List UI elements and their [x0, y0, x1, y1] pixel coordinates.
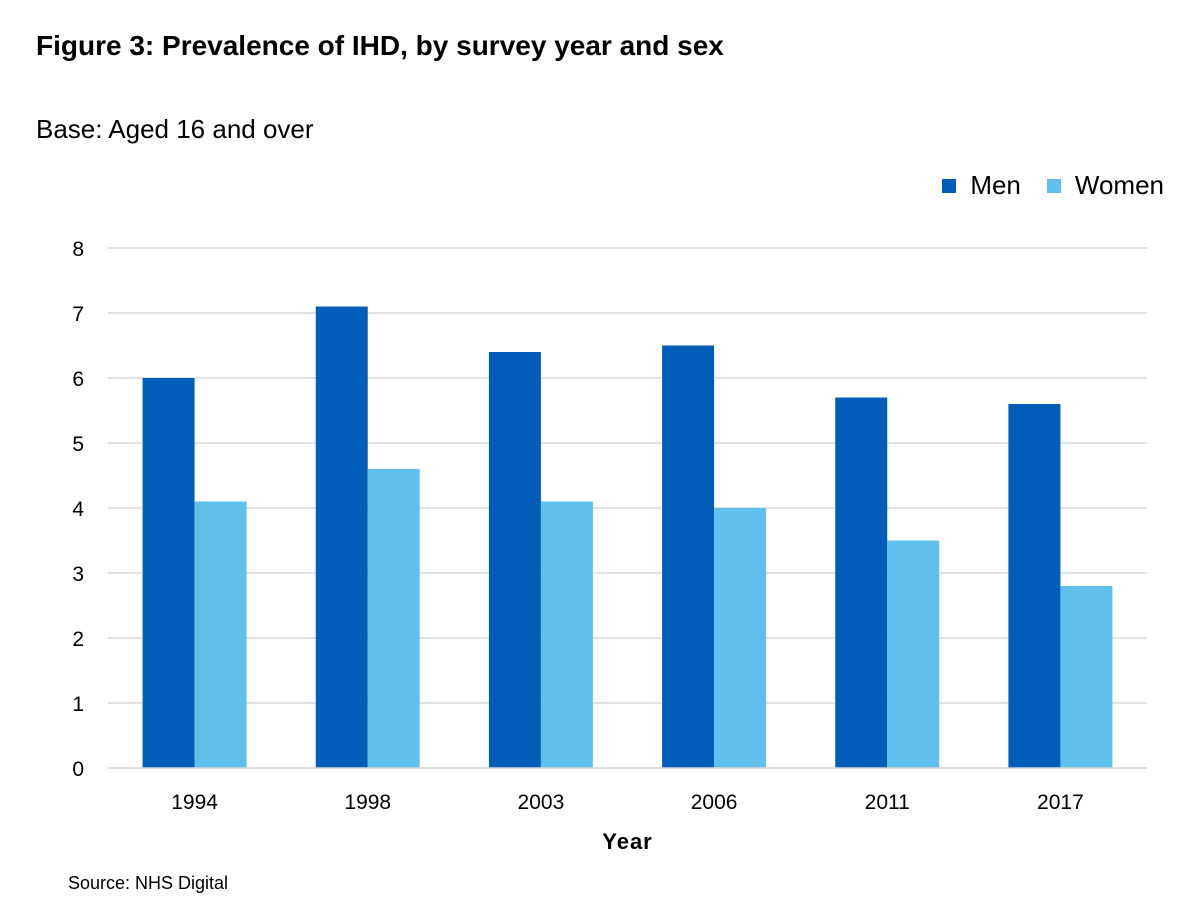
- y-tick-label-5: 5: [72, 433, 84, 456]
- x-tick-label-1994: 1994: [171, 791, 218, 814]
- x-tick-label-2006: 2006: [691, 791, 738, 814]
- bar-men-2011: [835, 397, 888, 768]
- bar-men-1994: [142, 378, 195, 768]
- y-tick-label-6: 6: [72, 368, 84, 391]
- y-tick-label-1: 1: [72, 693, 84, 716]
- x-tick-label-2017: 2017: [1037, 791, 1084, 814]
- bar-women-2017: [1060, 586, 1113, 768]
- y-tick-label-3: 3: [72, 563, 84, 586]
- bar-women-1994: [194, 501, 247, 768]
- y-tick-label-2: 2: [72, 628, 84, 651]
- legend-item-women: Women: [1046, 170, 1164, 201]
- bar-men-2006: [662, 345, 715, 768]
- bar-men-2017: [1008, 404, 1061, 768]
- y-tick-label-0: 0: [72, 758, 84, 781]
- bar-men-2003: [488, 352, 541, 768]
- legend-swatch-women: [1046, 178, 1061, 193]
- chart-title: Figure 3: Prevalence of IHD, by survey y…: [36, 30, 724, 61]
- bar-men-1998: [315, 306, 368, 768]
- legend-item-men: Men: [942, 170, 1021, 201]
- chart-subtitle: Base: Aged 16 and over: [36, 114, 314, 144]
- bar-women-1998: [367, 469, 420, 768]
- y-tick-label-8: 8: [72, 238, 84, 261]
- x-tick-label-2003: 2003: [518, 791, 565, 814]
- legend-swatch-men: [942, 178, 957, 193]
- bar-women-2011: [887, 540, 940, 768]
- x-tick-label-1998: 1998: [344, 791, 391, 814]
- y-tick-label-4: 4: [72, 498, 84, 521]
- legend-label-men: Men: [970, 170, 1021, 200]
- legend-label-women: Women: [1074, 170, 1164, 200]
- bar-women-2003: [540, 501, 593, 768]
- legend: Men Women: [916, 170, 1164, 201]
- source-note: Source: NHS Digital: [68, 873, 229, 893]
- bar-women-2006: [714, 508, 767, 768]
- x-tick-label-2011: 2011: [865, 791, 910, 814]
- x-axis-title: Year: [602, 829, 653, 854]
- y-tick-label-7: 7: [72, 303, 84, 326]
